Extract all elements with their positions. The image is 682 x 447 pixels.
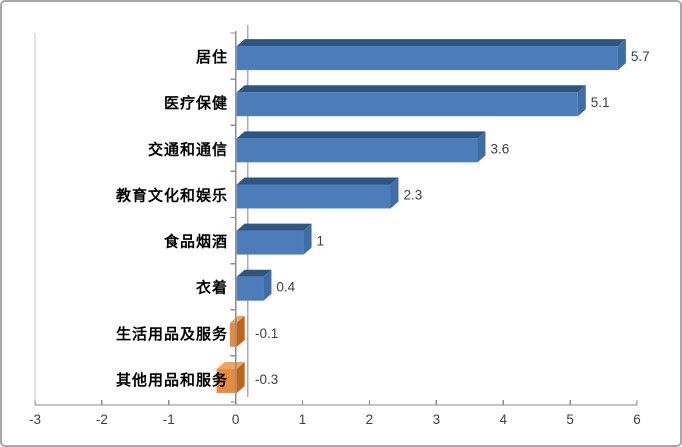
x-tick-label: 4 <box>499 412 507 427</box>
bar-side-face <box>617 39 626 71</box>
x-tick-label: -1 <box>163 412 175 427</box>
bar-front <box>236 138 478 163</box>
bar-side-face <box>577 85 586 117</box>
bar-top-face <box>236 39 626 47</box>
x-tick-label: 2 <box>366 412 374 427</box>
x-tick-label: 5 <box>566 412 574 427</box>
category-label: 交通和通信 <box>148 140 228 158</box>
bar-side-face <box>236 361 245 393</box>
x-tick-label: 3 <box>433 412 441 427</box>
x-tick-label: 6 <box>633 412 641 427</box>
bar-top-face <box>216 361 245 369</box>
category-label: 食品烟酒 <box>164 233 228 251</box>
bar-top-face <box>236 177 399 185</box>
bar-front <box>236 92 578 117</box>
bar-value-label: -0.1 <box>255 326 278 341</box>
category-label: 居住 <box>196 48 228 66</box>
bar-value-label: -0.3 <box>255 372 278 387</box>
bar-side-face <box>303 223 312 255</box>
bar-top-face <box>236 223 312 231</box>
bar-value-label: 5.1 <box>591 95 610 110</box>
x-tick-label: -3 <box>29 412 41 427</box>
bar-front <box>229 322 237 347</box>
bar-side-face <box>390 177 399 209</box>
x-tick-label: -2 <box>96 412 108 427</box>
bar-top-face <box>236 269 272 277</box>
bar-front <box>236 230 304 255</box>
bar-top-face <box>229 315 245 323</box>
bar-front <box>216 368 237 393</box>
category-label: 其他用品和服务 <box>116 371 228 389</box>
category-label: 衣着 <box>196 279 228 297</box>
bar-top-face <box>236 85 586 93</box>
category-label: 教育文化和娱乐 <box>115 186 228 204</box>
bar-value-label: 0.4 <box>276 280 295 295</box>
bar-value-label: 5.7 <box>631 49 650 64</box>
bar-front <box>236 46 618 71</box>
category-label: 生活用品及服务 <box>116 325 228 343</box>
x-tick-label: 0 <box>232 412 240 427</box>
category-label: 医疗保健 <box>164 94 228 112</box>
bar-value-label: 3.6 <box>490 141 509 156</box>
bar-side-face <box>236 315 245 347</box>
bar-side-face <box>263 269 272 301</box>
bar-front <box>236 184 391 209</box>
bar-front <box>236 276 264 301</box>
bar-top-face <box>236 131 486 139</box>
bar-value-label: 2.3 <box>404 187 423 202</box>
bar-side-face <box>477 131 486 163</box>
x-tick-label: 1 <box>299 412 307 427</box>
bar-value-label: 1 <box>317 234 325 249</box>
